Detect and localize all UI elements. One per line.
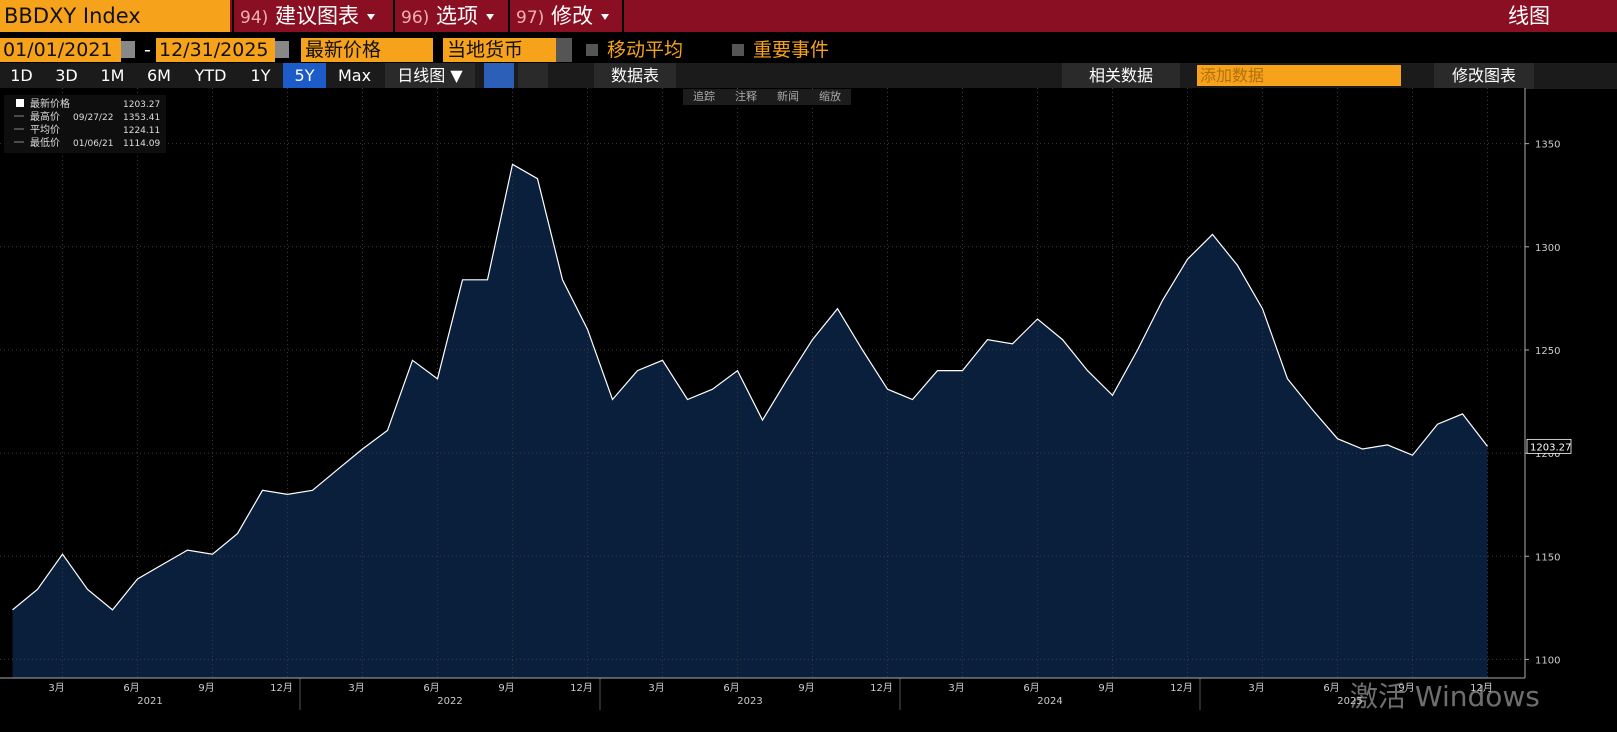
- x-tick-label: 12月: [1470, 682, 1493, 694]
- x-tick-label: 9月: [1098, 682, 1114, 694]
- bar-icon[interactable]: [518, 63, 548, 89]
- tool-button[interactable]: 追踪: [693, 90, 715, 103]
- x-tick-label: 6月: [723, 682, 739, 694]
- menu-num: 96): [401, 8, 430, 28]
- menu[interactable]: 97) 修改: [516, 0, 609, 34]
- period-button[interactable]: 3D: [45, 63, 88, 89]
- year-label: 2021: [137, 696, 162, 707]
- currency-select[interactable]: 当地货币: [443, 38, 559, 62]
- title-bar: [0, 0, 1617, 32]
- y-tick-label: 1100: [1535, 655, 1560, 666]
- period-button[interactable]: YTD: [183, 63, 238, 89]
- x-tick-label: 12月: [270, 682, 293, 694]
- year-label: 2023: [737, 696, 762, 707]
- period-button[interactable]: Max: [328, 63, 381, 89]
- year-label: 2025: [1337, 696, 1362, 707]
- price-line: [12, 163, 1488, 611]
- moving-average[interactable]: 移动平均: [607, 39, 684, 61]
- year-label: 2024: [1037, 696, 1062, 707]
- tool-button[interactable]: 注释: [735, 90, 757, 103]
- legend-date: 09/27/22: [73, 113, 113, 123]
- x-tick-label: 9月: [1398, 682, 1414, 694]
- edit-chart[interactable]: 修改图表: [1434, 63, 1534, 89]
- legend-value: 1114.09: [123, 139, 160, 149]
- ticker[interactable]: BBDXY Index: [0, 0, 230, 32]
- related-data[interactable]: 相关数据: [1062, 63, 1180, 89]
- dropdown-button[interactable]: [556, 38, 572, 62]
- menu-label: 建议图表: [274, 4, 359, 28]
- chart-kind[interactable]: 线图: [1508, 4, 1550, 28]
- menu[interactable]: 96) 选项: [401, 0, 494, 34]
- legend-value: 1224.11: [123, 126, 160, 136]
- period-button[interactable]: 1M: [90, 63, 135, 89]
- x-tick-label: 9月: [198, 682, 214, 694]
- date-sep: -: [144, 39, 151, 61]
- x-tick-label: 3月: [1248, 682, 1264, 694]
- y-tick-label: 1300: [1535, 243, 1560, 254]
- y-tick-label: 1350: [1535, 140, 1560, 151]
- legend-name: 最新价格: [30, 97, 70, 110]
- end-date[interactable]: 12/31/2025: [156, 38, 275, 62]
- x-tick-label: 3月: [48, 682, 64, 694]
- x-tick-label: 3月: [348, 682, 364, 694]
- calendar-icon[interactable]: [275, 41, 289, 58]
- add-data[interactable]: 添加数据: [1197, 65, 1401, 86]
- tool-button[interactable]: 新闻: [777, 90, 799, 103]
- x-tick-label: 12月: [870, 682, 893, 694]
- menu-num: 94): [240, 8, 269, 28]
- last-value-box: [1526, 438, 1572, 454]
- y-tick-label: 1150: [1535, 552, 1560, 563]
- period-button[interactable]: 1Y: [240, 63, 281, 89]
- menu[interactable]: 94) 建议图表: [240, 0, 375, 34]
- tool-button[interactable]: 缩放: [819, 90, 841, 103]
- legend-swatch: [16, 99, 24, 107]
- area-fill: [12, 164, 1488, 679]
- separator: [232, 0, 234, 32]
- legend-name: 最低价: [30, 136, 60, 149]
- chart-tools: 追踪 注释 新闻 缩放: [683, 89, 851, 105]
- x-tick-label: 12月: [1170, 682, 1193, 694]
- x-tick-label: 3月: [948, 682, 964, 694]
- field-select[interactable]: 最新价格: [301, 38, 433, 62]
- x-tick-label: 6月: [1323, 682, 1339, 694]
- x-tick-label: 6月: [423, 682, 439, 694]
- menu-label: 修改: [550, 4, 593, 28]
- period-button[interactable]: 1D: [0, 63, 43, 89]
- line-icon[interactable]: [484, 63, 514, 89]
- x-tick-label: 3月: [648, 682, 664, 694]
- chart: 1100 1150 1200 1250 1300 1350 3月 6月 9月 12月 3月 6月 9月 1…: [0, 88, 1572, 710]
- legend-name: 平均价: [30, 124, 60, 136]
- start-date[interactable]: 01/01/2021: [0, 38, 121, 62]
- y-tick-label: 1200: [1535, 449, 1560, 460]
- separator: [393, 0, 395, 32]
- legend-date: 01/06/21: [73, 139, 113, 149]
- frequency[interactable]: 日线图 ▼: [385, 63, 475, 89]
- checkbox[interactable]: [732, 44, 744, 56]
- legend-value: 1353.41: [123, 113, 160, 123]
- legend-name: 最高价: [30, 110, 60, 123]
- watermark: 激活 Windows: [1350, 680, 1540, 713]
- x-tick-label: 12月: [570, 682, 593, 694]
- legend-bg: [4, 95, 166, 153]
- calendar-icon[interactable]: [121, 41, 135, 58]
- events[interactable]: 重要事件: [753, 39, 830, 61]
- x-tick-label: 9月: [798, 682, 814, 694]
- legend-value: 1203.27: [123, 100, 160, 110]
- data-table[interactable]: 数据表: [594, 63, 676, 89]
- x-tick-label: 6月: [1023, 682, 1039, 694]
- legend: 最新价格 1203.27 最高价 09/27/22 1353.41 平均价 1224.11 最…: [4, 95, 166, 153]
- x-tick-label: 6月: [123, 682, 139, 694]
- period-button[interactable]: 6M: [137, 63, 181, 89]
- checkbox[interactable]: [586, 44, 598, 56]
- y-tick-label: 1250: [1535, 346, 1560, 357]
- period-button[interactable]: 5Y: [283, 63, 326, 89]
- menu-label: 选项: [435, 4, 478, 28]
- menu-num: 97): [516, 8, 545, 28]
- x-tick-label: 9月: [498, 682, 514, 694]
- separator: [508, 0, 510, 32]
- year-label: 2022: [437, 696, 462, 707]
- separator: [622, 0, 624, 32]
- last-value-label: 1203.27: [1530, 442, 1571, 453]
